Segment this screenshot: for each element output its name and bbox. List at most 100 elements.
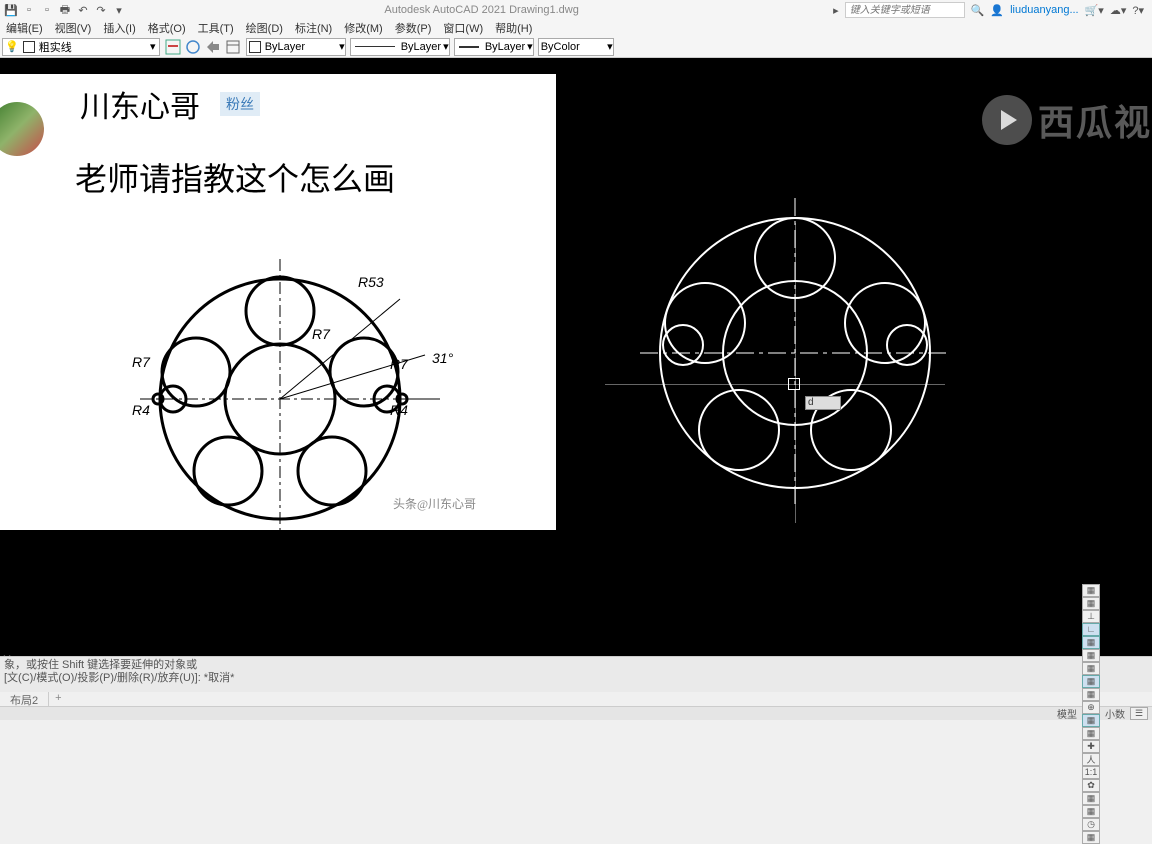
title-bar: 💾 ▫ ▫ 🖶 ↶ ↷ ▾ Autodesk AutoCAD 2021 Draw…: [0, 0, 1152, 20]
crosshair-horizontal: [605, 384, 945, 385]
menu-dim[interactable]: 标注(N): [289, 20, 338, 36]
cmd-line-1: 象，或按住 Shift 键选择要延伸的对象或: [4, 659, 1148, 672]
sb-toggle-14[interactable]: 1:1: [1082, 766, 1100, 779]
undo-icon[interactable]: ↶: [75, 2, 91, 18]
menu-edit[interactable]: 编辑(E): [0, 20, 49, 36]
chevron-down-icon[interactable]: ▾: [147, 40, 159, 53]
cart-icon[interactable]: 🛒▾: [1085, 4, 1104, 17]
menu-draw[interactable]: 绘图(D): [240, 20, 289, 36]
sb-toggle-0[interactable]: ▦: [1082, 584, 1100, 597]
menu-param[interactable]: 参数(P): [389, 20, 438, 36]
menu-modify[interactable]: 修改(M): [338, 20, 389, 36]
search-input[interactable]: [845, 2, 965, 18]
linetype-selector[interactable]: ByLayer ▾: [350, 38, 450, 56]
linetype-value: ByLayer: [399, 41, 443, 53]
title-right: ▸ 🔍 👤 liuduanyang... 🛒▾ ☁▾ ?▾: [833, 2, 1152, 18]
chevron-down-icon[interactable]: ▾: [527, 40, 533, 53]
redo-icon[interactable]: ↷: [93, 2, 109, 18]
sb-toggle-18[interactable]: ◷: [1082, 818, 1100, 831]
qat-dropdown-icon[interactable]: ▾: [111, 2, 127, 18]
watermark: 西瓜视: [982, 94, 1152, 146]
sb-toggle-3[interactable]: ∟: [1082, 623, 1100, 636]
sb-toggle-2[interactable]: ⊥: [1082, 610, 1100, 623]
layer-match-icon[interactable]: [184, 38, 202, 56]
chevron-down-icon[interactable]: ▾: [339, 40, 345, 53]
dim-r53: R53: [358, 274, 384, 290]
user-name[interactable]: liuduanyang...: [1010, 4, 1079, 16]
plotstyle-value: ByColor: [539, 41, 607, 53]
dim-r7c: R7: [132, 354, 151, 370]
chevron-down-icon[interactable]: ▾: [443, 40, 449, 53]
sb-toggle-16[interactable]: ▦: [1082, 792, 1100, 805]
ref-question: 老师请指教这个怎么画: [75, 154, 556, 200]
dim-r7a: R7: [312, 326, 331, 342]
sb-toggle-11[interactable]: ▦: [1082, 727, 1100, 740]
menu-insert[interactable]: 插入(I): [97, 20, 141, 36]
cloud-icon[interactable]: ☁▾: [1110, 4, 1127, 17]
lineweight-value: ByLayer: [483, 41, 527, 53]
print-icon[interactable]: 🖶: [57, 2, 73, 18]
sb-toggle-5[interactable]: ▦: [1082, 649, 1100, 662]
command-line[interactable]: 象，或按住 Shift 键选择要延伸的对象或 [文(C)/模式(O)/投影(P)…: [0, 656, 1152, 692]
sb-scale-type[interactable]: 小数: [1101, 706, 1129, 721]
layer-prev-icon[interactable]: [204, 38, 222, 56]
dim-r7b: R7: [390, 356, 409, 372]
plotstyle-selector[interactable]: ByColor ▾: [538, 38, 614, 56]
sb-toggle-9[interactable]: ⊕: [1082, 701, 1100, 714]
save-icon[interactable]: 💾: [3, 2, 19, 18]
user-icon: 👤: [990, 4, 1004, 17]
layer-tools: [164, 38, 242, 56]
sb-toggle-12[interactable]: ✚: [1082, 740, 1100, 753]
dim-r4b: R4: [390, 402, 408, 418]
search-icon[interactable]: 🔍: [971, 4, 985, 17]
sb-toggle-4[interactable]: ▦: [1082, 636, 1100, 649]
open-icon[interactable]: ▫: [39, 2, 55, 18]
color-value: ByLayer: [263, 41, 339, 53]
layer-name: 粗实线: [37, 39, 147, 55]
watermark-text: 西瓜视: [1038, 94, 1152, 146]
sb-toggle-13[interactable]: 人: [1082, 753, 1100, 766]
app-title: Autodesk AutoCAD 2021 Drawing1.dwg: [130, 4, 833, 16]
properties-toolbar: 💡 粗实线 ▾ ByLayer ▾ ByLayer ▾ ByLayer ▾ By…: [0, 36, 1152, 58]
menu-view[interactable]: 视图(V): [49, 20, 98, 36]
chevron-down-icon[interactable]: ▾: [607, 40, 613, 53]
menu-tools[interactable]: 工具(T): [192, 20, 240, 36]
ref-username: 川东心哥: [80, 82, 200, 126]
cmd-line-2: [文(C)/模式(O)/投影(P)/删除(R)/放弃(U)]: *取消*: [4, 672, 1148, 685]
reference-image-panel: 川东心哥 粉丝 老师请指教这个怎么画: [0, 74, 556, 530]
status-bar: 模型 ▦▦⊥∟▦▦▦▦▦⊕▦▦✚人1:1✿▦▦◷▦ 小数 ☰: [0, 706, 1152, 720]
layer-color-swatch: [23, 41, 35, 53]
color-selector[interactable]: ByLayer ▾: [246, 38, 346, 56]
sb-model[interactable]: 模型: [1053, 706, 1081, 721]
caret-icon[interactable]: ▸: [833, 4, 839, 17]
help-icon[interactable]: ?▾: [1132, 4, 1144, 17]
dynamic-input[interactable]: d: [805, 396, 841, 410]
drawing-canvas[interactable]: d 川东心哥 粉丝 老师请指教这个怎么画: [0, 58, 1152, 656]
sb-toggle-7[interactable]: ▦: [1082, 675, 1100, 688]
sb-toggle-15[interactable]: ✿: [1082, 779, 1100, 792]
lineweight-selector[interactable]: ByLayer ▾: [454, 38, 534, 56]
new-icon[interactable]: ▫: [21, 2, 37, 18]
layer-props-icon[interactable]: [164, 38, 182, 56]
dim-r4a: R4: [132, 402, 150, 418]
ref-tag: 粉丝: [220, 92, 260, 116]
sb-toggle-19[interactable]: ▦: [1082, 831, 1100, 844]
sb-toggle-10[interactable]: ▦: [1082, 714, 1100, 727]
tab-layout2[interactable]: 布局2: [0, 692, 49, 706]
tab-add[interactable]: +: [49, 692, 67, 706]
layer-state-icon[interactable]: [224, 38, 242, 56]
sb-menu-icon[interactable]: ☰: [1130, 707, 1148, 720]
menu-help[interactable]: 帮助(H): [489, 20, 538, 36]
dim-ang: 31°: [432, 350, 454, 366]
menu-format[interactable]: 格式(O): [142, 20, 192, 36]
linetype-preview: [355, 46, 395, 47]
sb-toggle-8[interactable]: ▦: [1082, 688, 1100, 701]
sb-toggle-17[interactable]: ▦: [1082, 805, 1100, 818]
ref-credit: 头条@川东心哥: [393, 495, 476, 512]
lineweight-preview: [459, 46, 479, 48]
menu-window[interactable]: 窗口(W): [437, 20, 489, 36]
sb-toggle-1[interactable]: ▦: [1082, 597, 1100, 610]
bulb-icon: 💡: [3, 40, 21, 53]
sb-toggle-6[interactable]: ▦: [1082, 662, 1100, 675]
layer-selector[interactable]: 💡 粗实线 ▾: [2, 38, 160, 56]
